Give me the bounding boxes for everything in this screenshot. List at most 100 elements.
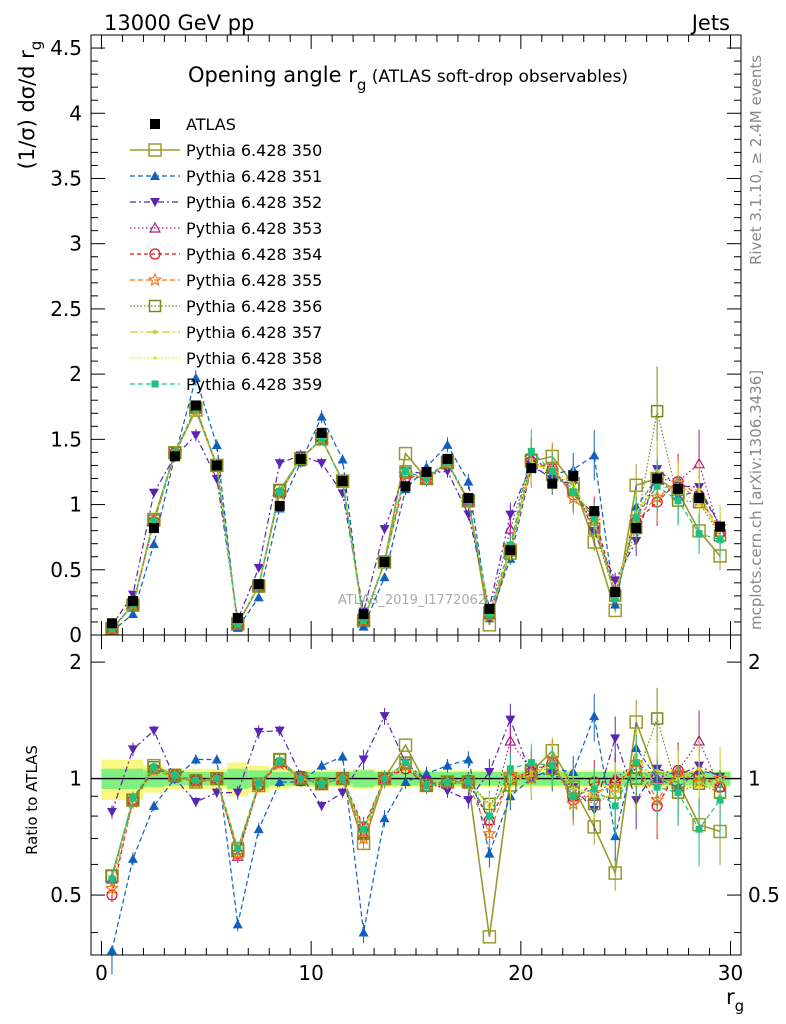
marker-ratio-2-0 — [106, 807, 117, 817]
atlas-point-25 — [631, 523, 642, 534]
legend-item-2: Pythia 6.428 351 — [130, 167, 322, 186]
marker-main-9-23 — [590, 515, 598, 523]
legend-label-2: Pythia 6.428 351 — [186, 167, 322, 186]
atlas-point-28 — [694, 493, 705, 504]
ytick-main-label-1: 0.5 — [50, 558, 82, 582]
marker-main-9-2 — [150, 517, 158, 525]
atlas-point-11 — [337, 476, 348, 487]
line-ratio-9 — [111, 760, 721, 880]
marker-main-9-24 — [611, 594, 619, 602]
xtick-label-2: 20 — [508, 961, 533, 985]
legend-item-6: Pythia 6.428 355 — [130, 271, 322, 290]
legend-marker-7 — [148, 299, 162, 313]
atlas-point-10 — [316, 427, 327, 438]
marker-main-2-10 — [316, 459, 327, 469]
legend-item-5: Pythia 6.428 354 — [130, 245, 322, 264]
marker-main-1-5 — [211, 440, 222, 450]
legend-marker-1 — [148, 143, 162, 157]
legend: ATLAS Pythia 6.428 350 Pythia 6.428 351 Pyt… — [130, 115, 322, 394]
atlas-point-27 — [673, 483, 684, 494]
legend-label-6: Pythia 6.428 355 — [186, 271, 322, 290]
xtick-label-0: 0 — [95, 961, 108, 985]
marker-ratio-5-6 — [230, 846, 245, 860]
ytick-ratio-label-l-2: 2 — [69, 650, 82, 674]
marker-ratio-9-3 — [171, 771, 179, 779]
marker-main-0-14 — [398, 446, 413, 461]
legend-item-9: Pythia 6.428 358 — [130, 349, 322, 368]
atlas-point-8 — [274, 500, 285, 511]
marker-main-3-19 — [504, 522, 517, 534]
marker-ratio-2-18 — [484, 767, 495, 777]
legend-marker-3 — [150, 198, 160, 207]
atlas-point-0 — [106, 618, 117, 629]
marker-ratio-1-17 — [463, 754, 474, 764]
marker-ratio-9-23 — [590, 785, 598, 793]
marker-ratio-9-17 — [464, 778, 472, 786]
ytick-ratio-label-l-1: 1 — [69, 767, 82, 791]
line-ratio-6 — [111, 716, 721, 877]
legend-label-4: Pythia 6.428 353 — [186, 219, 322, 238]
atlas-point-22 — [568, 470, 579, 481]
line-ratio-2 — [111, 714, 721, 813]
atlas-point-20 — [526, 463, 537, 474]
line-ratio-0 — [111, 721, 721, 937]
marker-ratio-6-2 — [147, 760, 161, 774]
marker-ratio-6-10 — [315, 777, 328, 790]
x-axis-label: rg — [726, 985, 744, 1015]
header-left: 13000 GeV pp — [104, 11, 254, 35]
ytick-ratio-label-l-0: 0.5 — [50, 883, 82, 907]
atlas-point-15 — [421, 466, 432, 477]
atlas-data — [106, 400, 726, 629]
axis-ticks: 0 10 20 30 0 0.5 1 1.5 2 2.5 3 3.5 4 4.5 0.5 0.5 1 1 2 2 — [50, 34, 780, 985]
atlas-point-6 — [232, 613, 243, 624]
legend-item-3: Pythia 6.428 352 — [130, 193, 322, 212]
ytick-main-label-8: 4 — [69, 101, 82, 125]
legend-label-0: ATLAS — [186, 115, 236, 134]
xtick-label-1: 10 — [298, 961, 323, 985]
marker-ratio-2-12 — [358, 755, 369, 765]
line-main-1 — [111, 375, 721, 632]
atlas-point-18 — [484, 603, 495, 614]
marker-ratio-6-3 — [168, 769, 182, 782]
legend-label-10: Pythia 6.428 359 — [186, 375, 322, 394]
legend-item-4: Pythia 6.428 353 — [130, 219, 322, 238]
atlas-point-21 — [547, 478, 558, 489]
ytick-main-label-9: 4.5 — [50, 36, 82, 60]
marker-ratio-5-0 — [104, 880, 120, 895]
series-ratio-1 — [106, 694, 726, 975]
ytick-main-label-4: 2 — [69, 362, 82, 386]
x-axis-label-text: r — [726, 985, 735, 1009]
atlas-point-16 — [442, 453, 453, 464]
marker-main-6-9 — [294, 452, 307, 466]
legend-item-7: Pythia 6.428 356 — [130, 297, 322, 316]
legend-item-10: Pythia 6.428 359 — [130, 375, 322, 394]
watermark: ATLAS_2019_I1772062 — [338, 593, 486, 608]
ytick-main-label-3: 1.5 — [50, 427, 82, 451]
atlas-point-2 — [148, 523, 159, 534]
marker-ratio-9-10 — [318, 780, 326, 788]
ytick-main-label-6: 3 — [69, 232, 82, 256]
atlas-point-3 — [169, 451, 180, 462]
ytick-main-label-0: 0 — [69, 623, 82, 647]
atlas-point-14 — [400, 481, 411, 492]
y-axis-label-main-sub: g — [27, 41, 45, 51]
marker-main-1-4 — [190, 372, 201, 382]
atlas-point-17 — [463, 493, 474, 504]
legend-marker-2 — [150, 171, 160, 180]
marker-ratio-1-1 — [127, 853, 138, 863]
series-ratio-5 — [104, 734, 728, 896]
atlas-point-26 — [652, 473, 663, 484]
legend-label-7: Pythia 6.428 356 — [186, 297, 322, 316]
marker-ratio-5-8 — [272, 756, 287, 771]
legend-label-8: Pythia 6.428 357 — [186, 323, 322, 342]
atlas-point-13 — [379, 556, 390, 567]
line-ratio-3 — [111, 739, 721, 880]
title-main: Opening angle r — [188, 63, 357, 87]
marker-ratio-9-18 — [485, 812, 493, 820]
marker-main-2-13 — [379, 525, 390, 535]
marker-main-9-12 — [360, 616, 368, 624]
y-axis-label-main: (1/σ) dσ/d rg — [15, 41, 45, 170]
marker-ratio-2-8 — [274, 726, 285, 736]
line-main-9 — [111, 406, 721, 629]
legend-marker-5 — [149, 248, 161, 260]
